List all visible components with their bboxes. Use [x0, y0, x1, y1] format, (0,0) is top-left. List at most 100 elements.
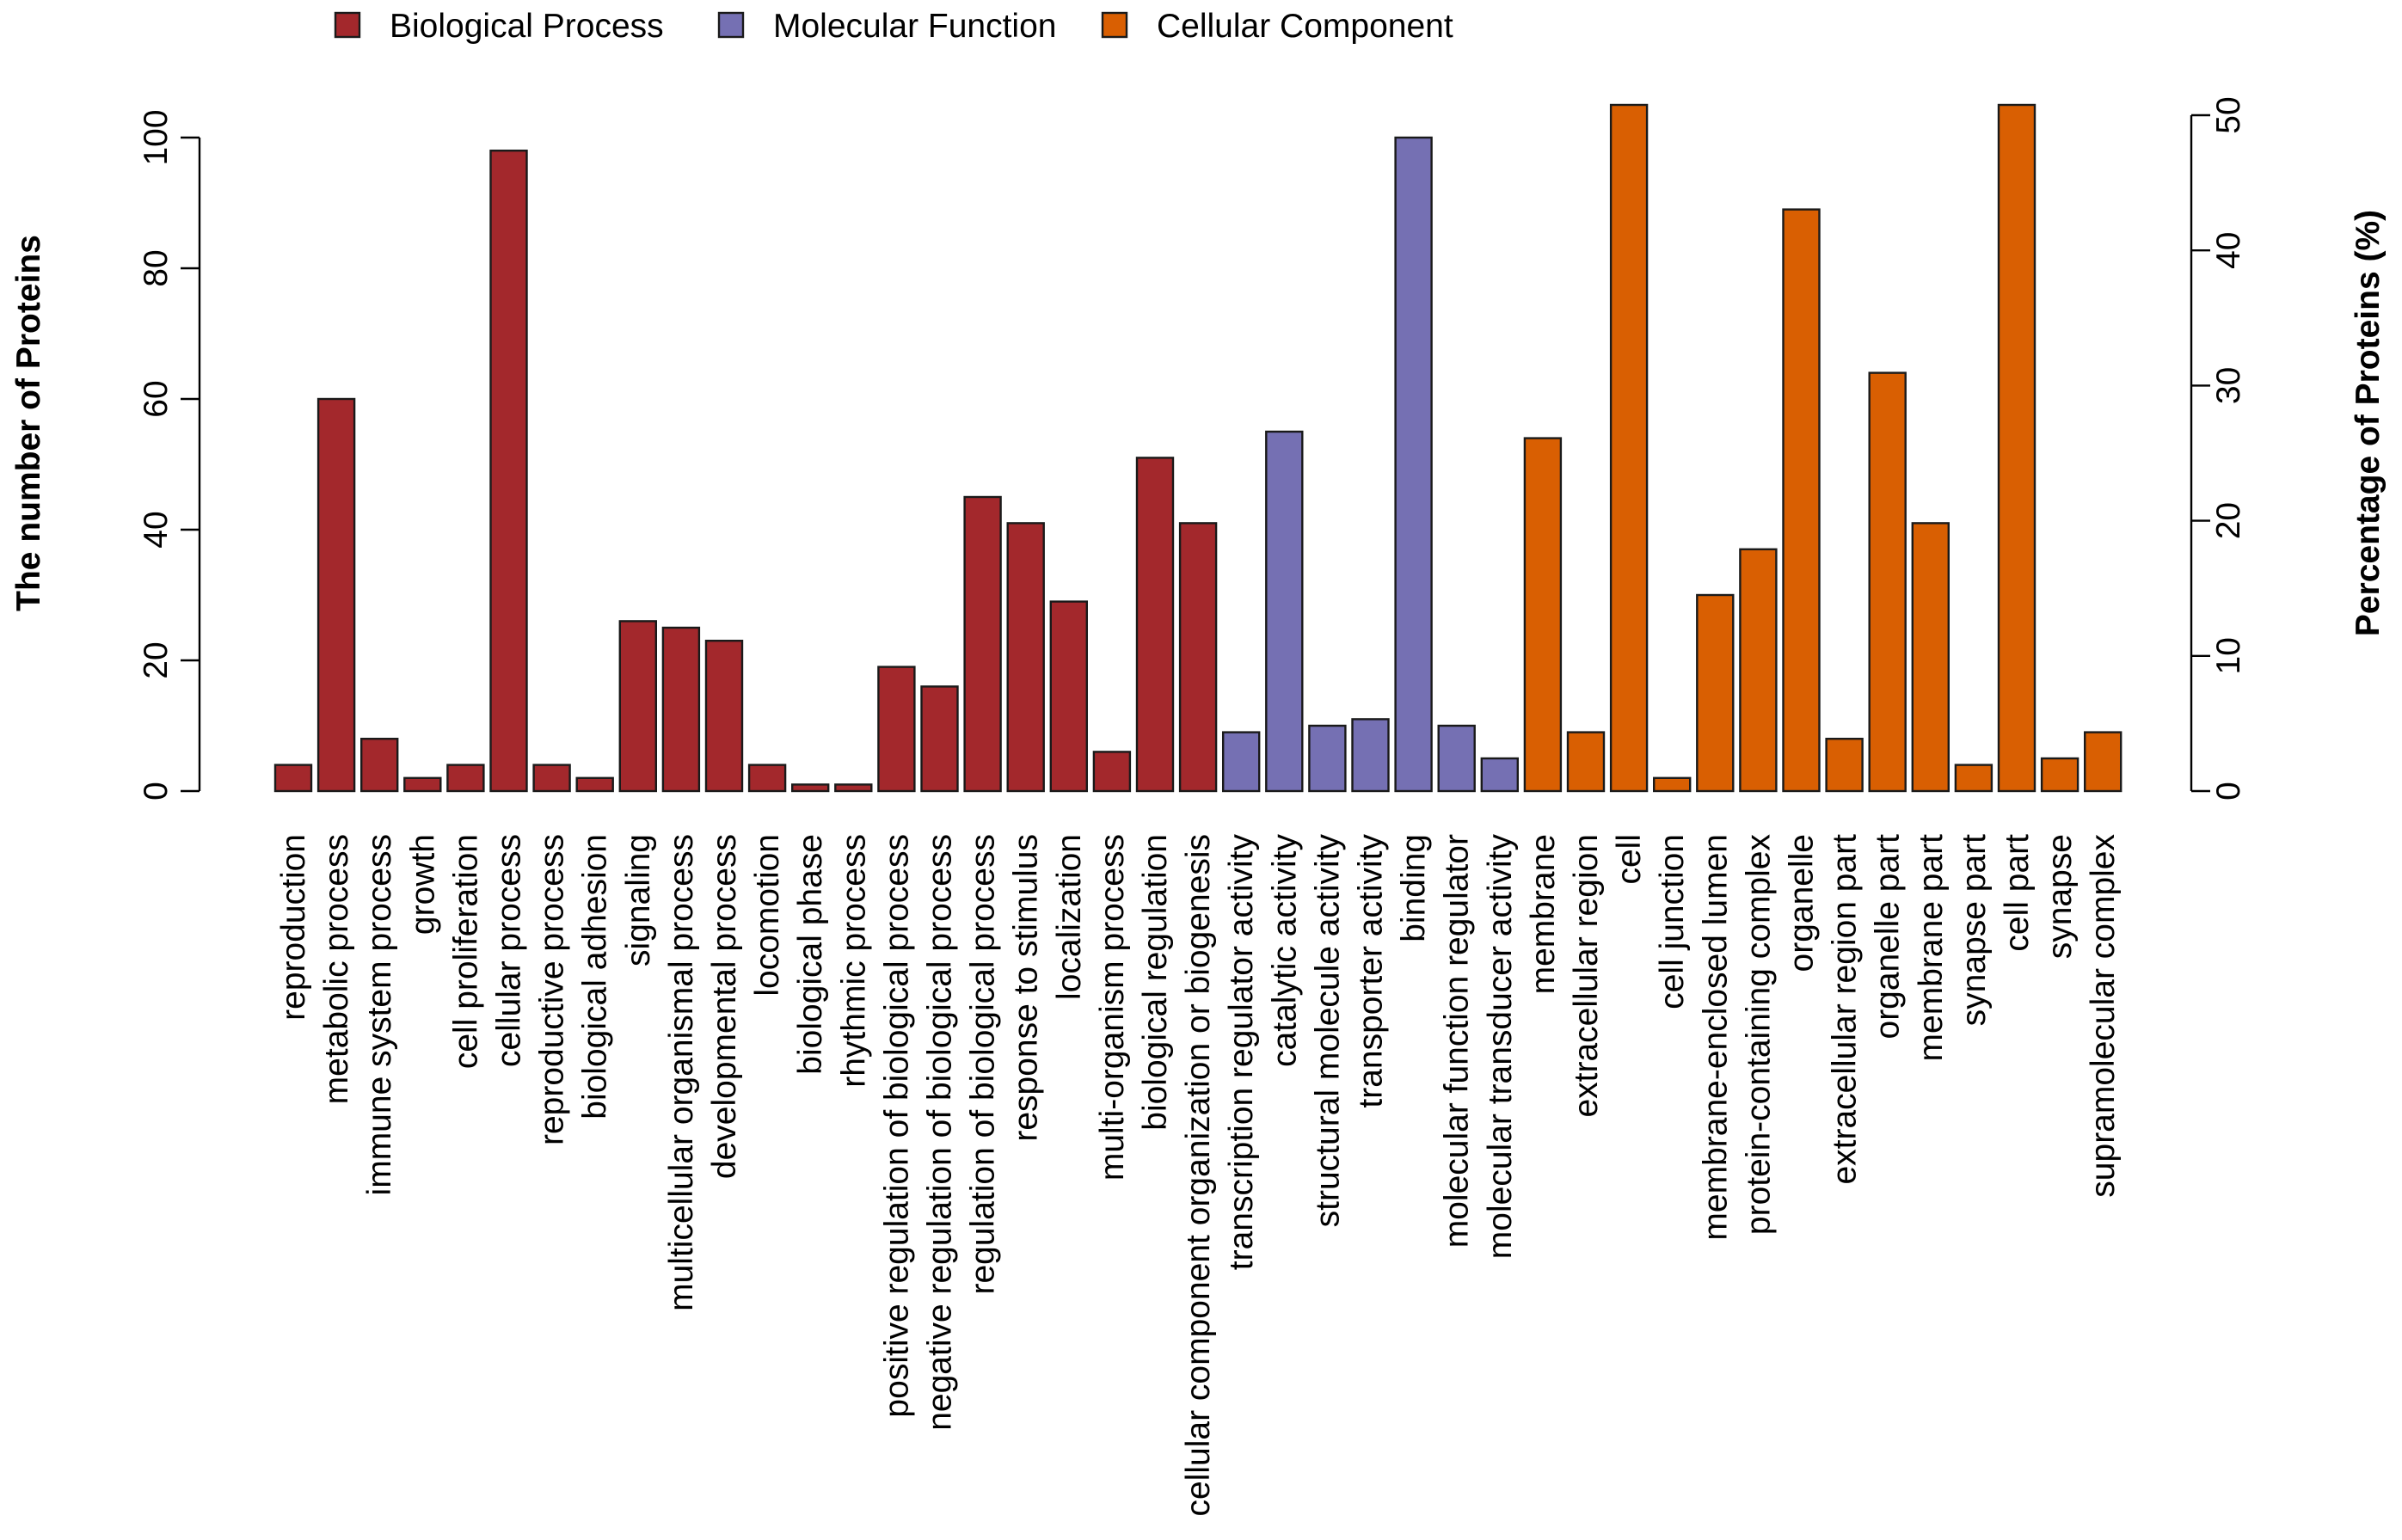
right-y-tick-label: 10	[2210, 637, 2247, 674]
category-label: growth	[404, 834, 441, 935]
bar-biological-adhesion	[575, 776, 614, 793]
category-label: positive regulation of biological proces…	[878, 834, 915, 1418]
bar-multicellular-organismal-process	[661, 626, 701, 793]
bar-developmental-process	[704, 640, 744, 793]
category-label: response to stimulus	[1008, 834, 1045, 1142]
bar-synapse	[2040, 757, 2079, 793]
category-label: cell junction	[1654, 834, 1691, 1009]
category-label: cell proliferation	[447, 834, 484, 1069]
bar-organelle-part	[1868, 371, 1907, 793]
bar-catalytic-activity	[1265, 430, 1304, 793]
bar-metabolic-process	[316, 397, 356, 793]
bar-locomotion	[747, 764, 787, 793]
right-y-tick-label: 40	[2210, 232, 2247, 269]
category-label: regulation of biological process	[965, 834, 1002, 1295]
bar-localization	[1049, 600, 1089, 793]
category-label: supramolecular complex	[2085, 834, 2122, 1198]
bar-membrane-enclosed-lumen	[1696, 593, 1735, 793]
bar-membrane	[1523, 437, 1563, 793]
bar-cell-junction	[1652, 776, 1692, 793]
category-label: membrane part	[1913, 834, 1950, 1062]
right-y-tick-label: 20	[2210, 502, 2247, 539]
bar-cellular-component-organization-or-biogenesis	[1178, 522, 1218, 793]
bar-membrane-part	[1911, 522, 1950, 793]
bar-cell	[1609, 103, 1649, 793]
legend-label: Biological Process	[390, 8, 664, 45]
category-label: synapse	[2042, 834, 2079, 959]
category-label: immune system process	[361, 834, 398, 1195]
bar-negative-regulation-of-biological-process	[920, 685, 959, 793]
legend-swatch	[1101, 11, 1128, 39]
left-y-tick-label: 0	[138, 782, 175, 801]
category-label: extracellular region part	[1827, 834, 1864, 1185]
bar-biological-phase	[791, 783, 830, 793]
bar-cell-part	[1997, 103, 2036, 793]
bar-molecular-transducer-activity	[1480, 757, 1520, 793]
category-label: multi-organism process	[1094, 834, 1131, 1181]
category-label: cellular component organization or bioge…	[1180, 834, 1217, 1516]
right-y-tick-label: 30	[2210, 367, 2247, 404]
right-y-axis: 0 10 20 30 40 50	[2190, 96, 2247, 801]
category-label: molecular transducer activity	[1482, 834, 1519, 1260]
bar-multi-organism-process	[1092, 751, 1132, 793]
bar-immune-system-process	[360, 738, 399, 793]
bar-molecular-function-regulator	[1437, 724, 1476, 793]
left-y-tick-label: 100	[138, 109, 175, 165]
category-label: cell	[1611, 834, 1648, 885]
category-label: transporter activity	[1353, 834, 1390, 1108]
bar-cellular-process	[489, 149, 528, 793]
category-label: transcription regulator activity	[1223, 834, 1260, 1271]
category-label: biological adhesion	[577, 834, 614, 1120]
bar-signaling	[618, 620, 657, 793]
category-label: reproductive process	[534, 834, 571, 1145]
category-label: biological regulation	[1137, 834, 1174, 1131]
bar-rhythmic-process	[834, 783, 873, 793]
category-label: membrane	[1525, 834, 1562, 994]
category-label: localization	[1051, 834, 1088, 1000]
category-label: organelle part	[1870, 834, 1907, 1040]
category-label: negative regulation of biological proces…	[922, 834, 959, 1431]
category-label: synapse part	[1956, 834, 1993, 1026]
category-label: locomotion	[749, 834, 786, 997]
category-label: membrane-enclosed lumen	[1697, 834, 1734, 1241]
category-labels: reproduction metabolic process immune syst…	[275, 834, 2122, 1517]
bar-extracellular-region	[1566, 731, 1606, 793]
category-label: reproduction	[275, 834, 312, 1021]
legend-label: Molecular Function	[773, 8, 1056, 45]
left-y-tick-label: 80	[138, 249, 175, 286]
bar-transporter-activity	[1351, 718, 1390, 793]
left-y-axis: 0 20 40 60 80 100	[138, 109, 201, 801]
left-y-tick-label: 60	[138, 380, 175, 417]
category-label: developmental process	[706, 834, 743, 1179]
bar-cell-proliferation	[446, 764, 485, 793]
category-label: biological phase	[792, 834, 829, 1075]
bar-regulation-of-biological-process	[963, 495, 1002, 793]
left-y-tick-label: 40	[138, 511, 175, 548]
category-label: catalytic activity	[1266, 834, 1303, 1067]
bar-reproduction	[273, 764, 313, 793]
bar-protein-containing-complex	[1739, 548, 1778, 793]
bar-reproductive-process	[532, 764, 571, 793]
category-label: extracellular region	[1568, 834, 1605, 1118]
bar-synapse-part	[1954, 764, 1993, 793]
left-y-tick-label: 20	[138, 641, 175, 678]
left-y-axis-title: The number of Proteins	[10, 235, 47, 611]
category-label: signaling	[620, 834, 657, 966]
bars	[273, 103, 2122, 793]
legend: Biological Process Molecular Function Cell…	[334, 8, 1453, 45]
bar-response-to-stimulus	[1006, 522, 1045, 793]
category-label: molecular function regulator	[1439, 834, 1476, 1248]
right-y-tick-label: 0	[2210, 782, 2247, 801]
category-label: structural molecule activity	[1309, 834, 1346, 1228]
category-label: multicellular organismal process	[663, 834, 700, 1311]
bar-transcription-regulator-activity	[1221, 731, 1261, 793]
category-label: organelle	[1784, 834, 1821, 972]
bar-biological-regulation	[1135, 457, 1175, 793]
legend-label: Cellular Component	[1157, 8, 1453, 45]
category-label: binding	[1396, 834, 1433, 942]
right-y-axis-title: Percentage of Proteins (%)	[2350, 210, 2387, 636]
category-label: cellular process	[491, 834, 528, 1067]
legend-swatch	[334, 11, 361, 39]
bar-positive-regulation-of-biological-process	[877, 666, 916, 793]
